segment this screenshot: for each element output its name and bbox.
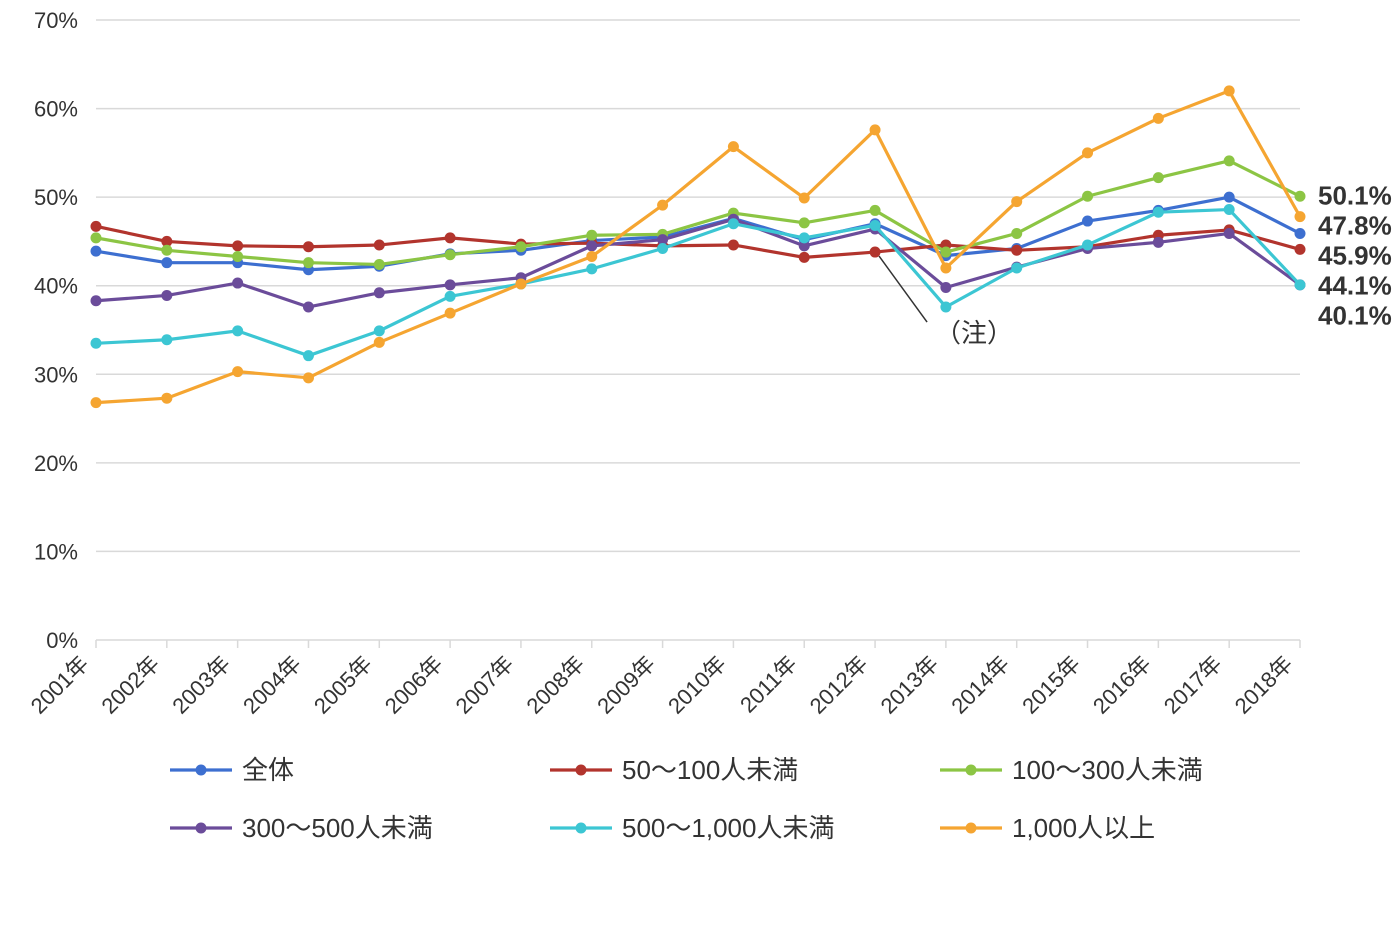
- series-marker-s_500_1000: [1295, 279, 1306, 290]
- series-marker-s_1000: [374, 337, 385, 348]
- end-value-label: 45.9%: [1318, 240, 1392, 270]
- series-marker-s_100_300: [940, 247, 951, 258]
- series-marker-s_500_1000: [940, 301, 951, 312]
- series-marker-s_100_300: [799, 217, 810, 228]
- series-marker-s_300_500: [445, 279, 456, 290]
- series-marker-s_100_300: [1153, 172, 1164, 183]
- series-marker-s_50_100: [374, 239, 385, 250]
- end-value-label: 50.1%: [1318, 180, 1392, 210]
- line-chart: 0%10%20%30%40%50%60%70%2001年2002年2003年20…: [0, 0, 1400, 937]
- series-marker-s_1000: [161, 393, 172, 404]
- series-marker-s_300_500: [91, 295, 102, 306]
- series-marker-s_300_500: [374, 287, 385, 298]
- series-marker-s_100_300: [586, 230, 597, 241]
- series-marker-s_500_1000: [161, 334, 172, 345]
- series-marker-s_50_100: [1011, 245, 1022, 256]
- series-marker-s_all: [161, 257, 172, 268]
- series-marker-s_50_100: [1295, 244, 1306, 255]
- series-marker-s_500_1000: [445, 291, 456, 302]
- series-marker-s_1000: [799, 193, 810, 204]
- series-marker-s_300_500: [1224, 228, 1235, 239]
- svg-text:50～100人未満: 50～100人未満: [622, 755, 798, 785]
- svg-text:300～500人未満: 300～500人未満: [242, 813, 433, 843]
- series-marker-s_500_1000: [1011, 263, 1022, 274]
- series-marker-s_100_300: [1224, 155, 1235, 166]
- svg-text:20%: 20%: [34, 451, 78, 476]
- svg-text:全体: 全体: [242, 755, 294, 785]
- series-marker-s_300_500: [303, 301, 314, 312]
- series-marker-s_300_500: [940, 282, 951, 293]
- series-marker-s_100_300: [1011, 228, 1022, 239]
- series-marker-s_100_300: [232, 251, 243, 262]
- series-marker-s_100_300: [870, 205, 881, 216]
- series-marker-s_500_1000: [728, 218, 739, 229]
- series-marker-s_100_300: [161, 245, 172, 256]
- series-marker-s_all: [91, 246, 102, 257]
- svg-text:500～1,000人未満: 500～1,000人未満: [622, 813, 834, 843]
- svg-text:70%: 70%: [34, 8, 78, 33]
- series-marker-s_500_1000: [870, 220, 881, 231]
- series-marker-s_50_100: [303, 241, 314, 252]
- svg-text:40%: 40%: [34, 274, 78, 299]
- series-marker-s_1000: [232, 366, 243, 377]
- series-marker-s_100_300: [91, 232, 102, 243]
- series-marker-s_500_1000: [586, 263, 597, 274]
- series-marker-s_1000: [870, 124, 881, 135]
- series-marker-s_100_300: [374, 259, 385, 270]
- series-marker-s_1000: [1082, 147, 1093, 158]
- end-value-label: 40.1%: [1318, 300, 1392, 330]
- series-marker-s_500_1000: [1224, 204, 1235, 215]
- series-marker-s_50_100: [728, 239, 739, 250]
- svg-text:0%: 0%: [46, 628, 78, 653]
- series-marker-s_300_500: [1153, 237, 1164, 248]
- series-marker-s_500_1000: [799, 232, 810, 243]
- series-marker-s_50_100: [232, 240, 243, 251]
- series-marker-s_300_500: [586, 240, 597, 251]
- series-marker-s_500_1000: [1153, 207, 1164, 218]
- series-marker-s_1000: [1295, 211, 1306, 222]
- series-marker-s_all: [1295, 228, 1306, 239]
- series-marker-s_100_300: [1295, 191, 1306, 202]
- svg-text:100～300人未満: 100～300人未満: [1012, 755, 1203, 785]
- svg-text:30%: 30%: [34, 362, 78, 387]
- series-marker-s_1000: [303, 372, 314, 383]
- series-marker-s_50_100: [870, 247, 881, 258]
- series-marker-s_300_500: [161, 290, 172, 301]
- series-marker-s_500_1000: [91, 338, 102, 349]
- series-marker-s_500_1000: [1082, 239, 1093, 250]
- series-marker-s_500_1000: [303, 350, 314, 361]
- svg-text:10%: 10%: [34, 539, 78, 564]
- svg-text:50%: 50%: [34, 185, 78, 210]
- svg-text:1,000人以上: 1,000人以上: [1012, 813, 1155, 843]
- end-value-label: 47.8%: [1318, 210, 1392, 240]
- series-marker-s_1000: [1153, 113, 1164, 124]
- series-marker-s_300_500: [232, 278, 243, 289]
- series-marker-s_500_1000: [232, 325, 243, 336]
- series-marker-s_all: [1224, 192, 1235, 203]
- end-value-label: 44.1%: [1318, 270, 1392, 300]
- series-marker-s_100_300: [1082, 191, 1093, 202]
- series-marker-s_1000: [657, 200, 668, 211]
- series-marker-s_100_300: [303, 257, 314, 268]
- series-marker-s_1000: [586, 251, 597, 262]
- series-marker-s_50_100: [799, 252, 810, 263]
- series-marker-s_1000: [91, 397, 102, 408]
- series-marker-s_500_1000: [374, 325, 385, 336]
- series-marker-s_1000: [1224, 85, 1235, 96]
- series-marker-s_100_300: [445, 249, 456, 260]
- series-marker-s_100_300: [515, 241, 526, 252]
- series-marker-s_1000: [445, 308, 456, 319]
- series-marker-s_all: [1082, 216, 1093, 227]
- svg-text:60%: 60%: [34, 97, 78, 122]
- series-marker-s_500_1000: [657, 243, 668, 254]
- note-label: （注）: [935, 318, 1013, 348]
- series-marker-s_50_100: [91, 221, 102, 232]
- series-marker-s_1000: [940, 263, 951, 274]
- series-marker-s_50_100: [445, 232, 456, 243]
- chart-svg: 0%10%20%30%40%50%60%70%2001年2002年2003年20…: [0, 0, 1400, 937]
- series-marker-s_1000: [1011, 196, 1022, 207]
- series-marker-s_1000: [728, 141, 739, 152]
- series-marker-s_1000: [515, 278, 526, 289]
